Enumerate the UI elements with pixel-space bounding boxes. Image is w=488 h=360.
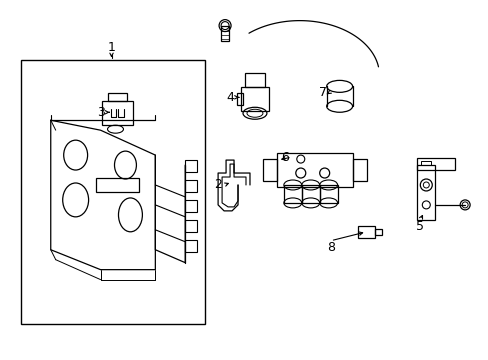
- Bar: [241, 87, 268, 111]
- Bar: [21, 60, 205, 324]
- Text: 4: 4: [225, 91, 234, 104]
- Bar: [375, 229, 382, 235]
- Bar: [244, 73, 264, 87]
- Text: 5: 5: [415, 220, 424, 233]
- Bar: [352, 159, 366, 181]
- Bar: [95, 178, 139, 192]
- Bar: [319, 185, 337, 203]
- Bar: [283, 185, 301, 203]
- Text: 1: 1: [107, 41, 115, 54]
- Bar: [357, 226, 375, 238]
- Text: 3: 3: [97, 106, 104, 119]
- Bar: [221, 26, 228, 41]
- Bar: [185, 200, 197, 212]
- Text: 6: 6: [280, 150, 288, 163]
- Bar: [416, 158, 454, 170]
- Bar: [102, 101, 133, 125]
- Bar: [185, 160, 197, 172]
- Ellipse shape: [219, 20, 230, 32]
- Bar: [185, 240, 197, 252]
- Text: 2: 2: [214, 179, 222, 192]
- Text: 7: 7: [318, 86, 326, 99]
- Bar: [416, 165, 434, 220]
- Bar: [301, 185, 319, 203]
- Bar: [421, 161, 430, 165]
- Bar: [263, 159, 276, 181]
- Bar: [237, 93, 243, 105]
- Bar: [276, 153, 352, 187]
- Bar: [185, 220, 197, 232]
- Bar: [107, 93, 127, 101]
- Text: 8: 8: [326, 241, 334, 254]
- Bar: [185, 180, 197, 192]
